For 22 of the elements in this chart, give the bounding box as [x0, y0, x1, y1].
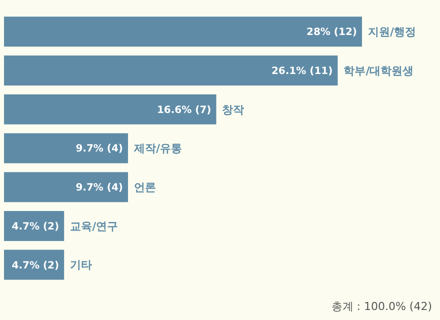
data-label: 9.7% (4) — [76, 144, 124, 155]
bar — [4, 210, 64, 241]
bar — [4, 94, 216, 124]
y-tick-label: 기타 — [70, 258, 92, 272]
y-tick-label: 창작 — [222, 103, 244, 116]
y-tick-label: 제작/유통 — [133, 142, 182, 156]
bar — [4, 16, 362, 47]
bar — [4, 172, 128, 202]
y-tick-label: 언론 — [134, 180, 156, 194]
text: 총계 : 100.0% (42) — [331, 299, 432, 314]
bar — [4, 56, 338, 86]
data-label: 16.6% (7) — [156, 104, 212, 116]
data-label: 28% (12) — [306, 27, 357, 38]
bar — [4, 250, 64, 280]
data-label: 26.1% (11) — [271, 66, 333, 78]
data-label: 9.7% (4) — [76, 182, 124, 194]
y-tick-label: 지원/행정 — [367, 26, 416, 39]
y-tick-label: 학부/대학원생 — [344, 64, 414, 78]
data-label: 4.7% (2) — [12, 221, 60, 232]
bar — [4, 133, 128, 164]
y-tick-label: 교육/연구 — [70, 220, 118, 233]
data-label: 4.7% (2) — [12, 260, 60, 272]
